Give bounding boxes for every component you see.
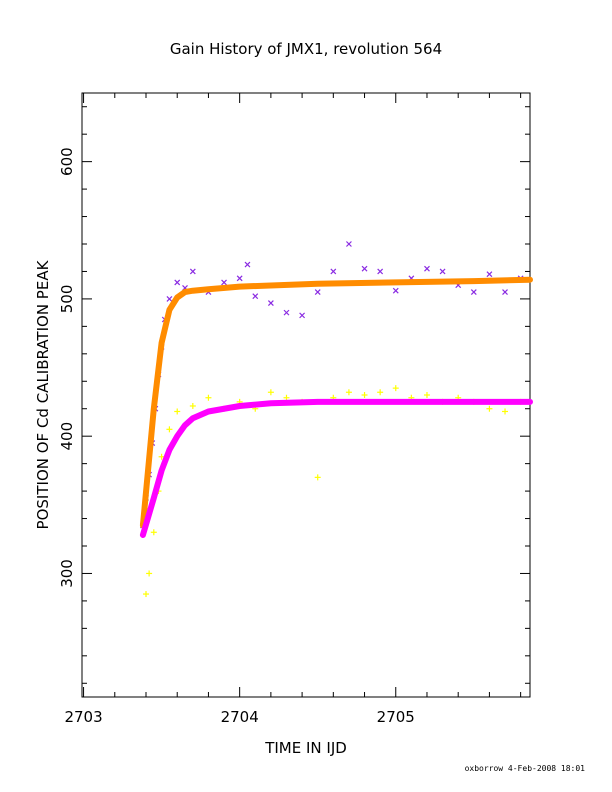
data-point-x bbox=[439, 268, 446, 275]
data-point-x bbox=[221, 279, 227, 286]
data-point-x bbox=[283, 309, 290, 316]
x-axis-label: TIME IN IJD bbox=[264, 739, 347, 757]
data-point-x bbox=[174, 279, 181, 286]
footer-stamp: oxborrow 4-Feb-2008 18:01 bbox=[465, 764, 586, 773]
plot-frame bbox=[81, 92, 531, 698]
fit-curve bbox=[139, 398, 533, 538]
data-point-x bbox=[267, 300, 274, 306]
data-point-x bbox=[346, 241, 352, 247]
data-point-plus bbox=[146, 570, 153, 577]
y-axis-label: POSITION OF Cd CALIBRATION PEAK bbox=[34, 259, 52, 529]
data-point-plus bbox=[423, 392, 430, 398]
chart-title: Gain History of JMX1, revolution 564 bbox=[170, 40, 442, 58]
data-point-x bbox=[314, 289, 321, 295]
fit-curve bbox=[139, 276, 533, 529]
data-point-x bbox=[424, 265, 430, 272]
data-point-plus bbox=[267, 389, 274, 396]
data-point-x bbox=[470, 289, 477, 295]
y-tick-label: 300 bbox=[58, 559, 76, 588]
data-point-x bbox=[361, 265, 368, 272]
data-point-x bbox=[392, 287, 399, 294]
data-point-plus bbox=[392, 385, 399, 392]
data-point-x bbox=[299, 312, 306, 319]
data-point-plus bbox=[150, 529, 157, 536]
data-point-plus bbox=[345, 389, 352, 396]
data-layer bbox=[139, 241, 533, 598]
data-point-plus bbox=[361, 392, 368, 398]
data-point-plus bbox=[205, 394, 212, 401]
y-tick-label: 400 bbox=[58, 422, 76, 451]
data-point-plus bbox=[143, 591, 149, 598]
data-point-plus bbox=[486, 405, 493, 412]
y-tick-label: 600 bbox=[58, 147, 76, 176]
data-point-x bbox=[244, 261, 251, 268]
data-point-x bbox=[166, 295, 173, 302]
data-point-x bbox=[252, 293, 259, 300]
data-point-x bbox=[486, 271, 493, 278]
data-point-plus bbox=[174, 408, 181, 415]
data-point-x bbox=[377, 268, 384, 275]
data-point-plus bbox=[189, 402, 196, 409]
data-point-plus bbox=[502, 408, 509, 415]
x-tick-label: 2705 bbox=[377, 708, 415, 726]
data-point-x bbox=[236, 275, 243, 282]
data-point-plus bbox=[283, 394, 290, 401]
data-point-x bbox=[189, 268, 196, 275]
data-point-x bbox=[330, 268, 337, 275]
x-tick-label: 2703 bbox=[64, 708, 102, 726]
ticks-layer: 2703 2704 2705 300 400 500 600 bbox=[58, 93, 530, 726]
data-point-plus bbox=[377, 389, 384, 396]
y-tick-label: 500 bbox=[58, 285, 76, 314]
data-point-x bbox=[502, 289, 508, 295]
x-tick-label: 2704 bbox=[221, 708, 259, 726]
data-point-plus bbox=[166, 426, 173, 433]
data-point-plus bbox=[314, 474, 321, 481]
